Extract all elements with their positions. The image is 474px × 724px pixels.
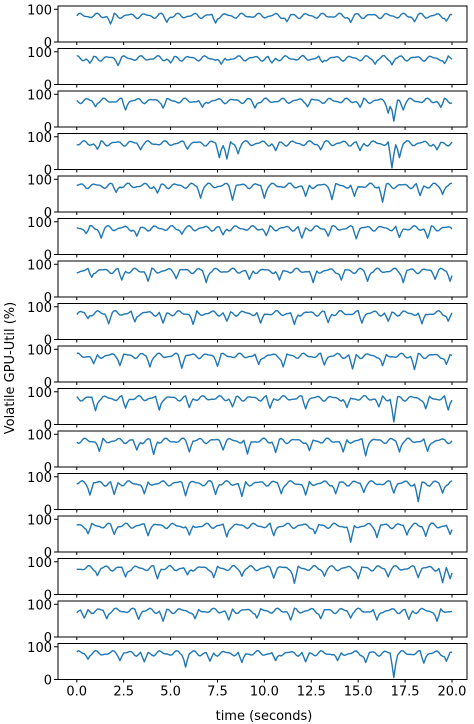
x-tick-label: 12.5 <box>297 685 326 700</box>
series-line <box>76 55 453 67</box>
series-line <box>76 97 453 122</box>
y-tick-label: 100 <box>27 598 52 613</box>
series-line <box>76 182 453 203</box>
y-tick-label: 0 <box>44 504 52 519</box>
x-tick-label: 5.0 <box>160 685 181 700</box>
y-tick-label: 0 <box>44 589 52 604</box>
series-line <box>76 140 453 169</box>
panel-frame <box>57 303 468 340</box>
x-tick-label: 7.5 <box>207 685 228 700</box>
y-tick-label: 0 <box>44 546 52 561</box>
panel-frame <box>57 558 468 595</box>
chart-panels: 0100010001000100010001000100010001000100… <box>27 3 468 689</box>
panel-frame <box>57 600 468 638</box>
panel-11: 0 100 <box>27 428 468 476</box>
x-tick-label: 2.5 <box>113 685 134 700</box>
panel-frame <box>57 473 468 510</box>
y-tick-label: 100 <box>27 173 52 188</box>
panel-13: 0 100 <box>27 513 468 561</box>
y-tick-label: 0 <box>44 206 52 221</box>
y-tick-label: 0 <box>44 291 52 306</box>
y-tick-label: 100 <box>27 216 52 231</box>
panel-frame <box>57 430 468 468</box>
panel-frame <box>57 515 468 553</box>
y-tick-label: 100 <box>27 513 52 528</box>
panel-15: 0 100 <box>27 598 468 646</box>
panel-frame <box>57 133 468 170</box>
x-axis-label: time (seconds) <box>216 709 313 724</box>
y-tick-label: 0 <box>44 334 52 349</box>
panel-frame <box>57 388 468 425</box>
panel-9: 0 100 <box>27 343 468 391</box>
x-tick-label: 15.0 <box>344 685 373 700</box>
y-tick-label: 100 <box>27 301 52 316</box>
series-line <box>76 607 453 622</box>
panel-3: 0 100 <box>27 88 468 136</box>
y-tick-label: 100 <box>27 3 52 18</box>
panel-16: 0 100 <box>27 641 468 689</box>
series-line <box>76 225 453 240</box>
series-line <box>76 522 453 543</box>
y-tick-label: 0 <box>44 249 52 264</box>
panel-2: 0 100 <box>27 46 468 94</box>
panel-5: 0 100 <box>27 173 468 221</box>
y-tick-label: 0 <box>44 164 52 179</box>
y-tick-label: 100 <box>27 471 52 486</box>
x-tick-label: 17.5 <box>391 685 420 700</box>
series-line <box>76 352 453 371</box>
panel-frame <box>57 48 468 85</box>
panel-6: 0 100 <box>27 216 468 264</box>
y-tick-label: 0 <box>44 79 52 94</box>
y-tick-label: 100 <box>27 258 52 273</box>
panel-4: 0 100 <box>27 131 468 179</box>
y-tick-label: 0 <box>44 419 52 434</box>
series-line <box>76 565 453 585</box>
panel-8: 0 100 <box>27 301 468 349</box>
y-tick-label: 100 <box>27 428 52 443</box>
panel-12: 0 100 <box>27 471 468 519</box>
series-line <box>76 267 453 284</box>
x-tick-label: 20.0 <box>438 685 467 700</box>
y-tick-label: 100 <box>27 556 52 571</box>
panel-14: 0 100 <box>27 556 468 604</box>
panel-1: 0 100 <box>27 3 468 51</box>
panel-frame <box>57 218 468 255</box>
panel-10: 0 100 <box>27 386 468 434</box>
panel-7: 0 100 <box>27 258 468 306</box>
series-line <box>76 650 453 679</box>
y-axis-label: Volatile GPU-Util (%) <box>3 302 18 434</box>
y-tick-label: 100 <box>27 641 52 656</box>
y-tick-label: 0 <box>44 461 52 476</box>
series-line <box>76 310 453 326</box>
series-line <box>76 395 453 423</box>
y-tick-label: 0 <box>44 36 52 51</box>
x-axis-ticks: 0.0 2.5 5.0 7.5 10.0 12.5 15.0 17.5 20.0 <box>66 685 466 700</box>
y-tick-label: 0 <box>44 121 52 136</box>
panel-frame <box>57 643 468 680</box>
series-line <box>76 480 453 503</box>
y-tick-label: 100 <box>27 88 52 103</box>
series-line <box>76 437 453 457</box>
panel-frame <box>57 260 468 298</box>
x-tick-label: 0.0 <box>66 685 87 700</box>
y-tick-label: 100 <box>27 386 52 401</box>
y-tick-label: 100 <box>27 46 52 61</box>
y-tick-label: 0 <box>44 631 52 646</box>
panel-frame <box>57 345 468 383</box>
x-tick-label: 10.0 <box>250 685 279 700</box>
y-tick-label: 0 <box>44 674 52 689</box>
panel-frame <box>57 90 468 128</box>
y-tick-label: 100 <box>27 343 52 358</box>
y-tick-label: 0 <box>44 376 52 391</box>
panel-frame <box>57 5 468 43</box>
y-tick-label: 100 <box>27 131 52 146</box>
series-line <box>76 12 453 25</box>
